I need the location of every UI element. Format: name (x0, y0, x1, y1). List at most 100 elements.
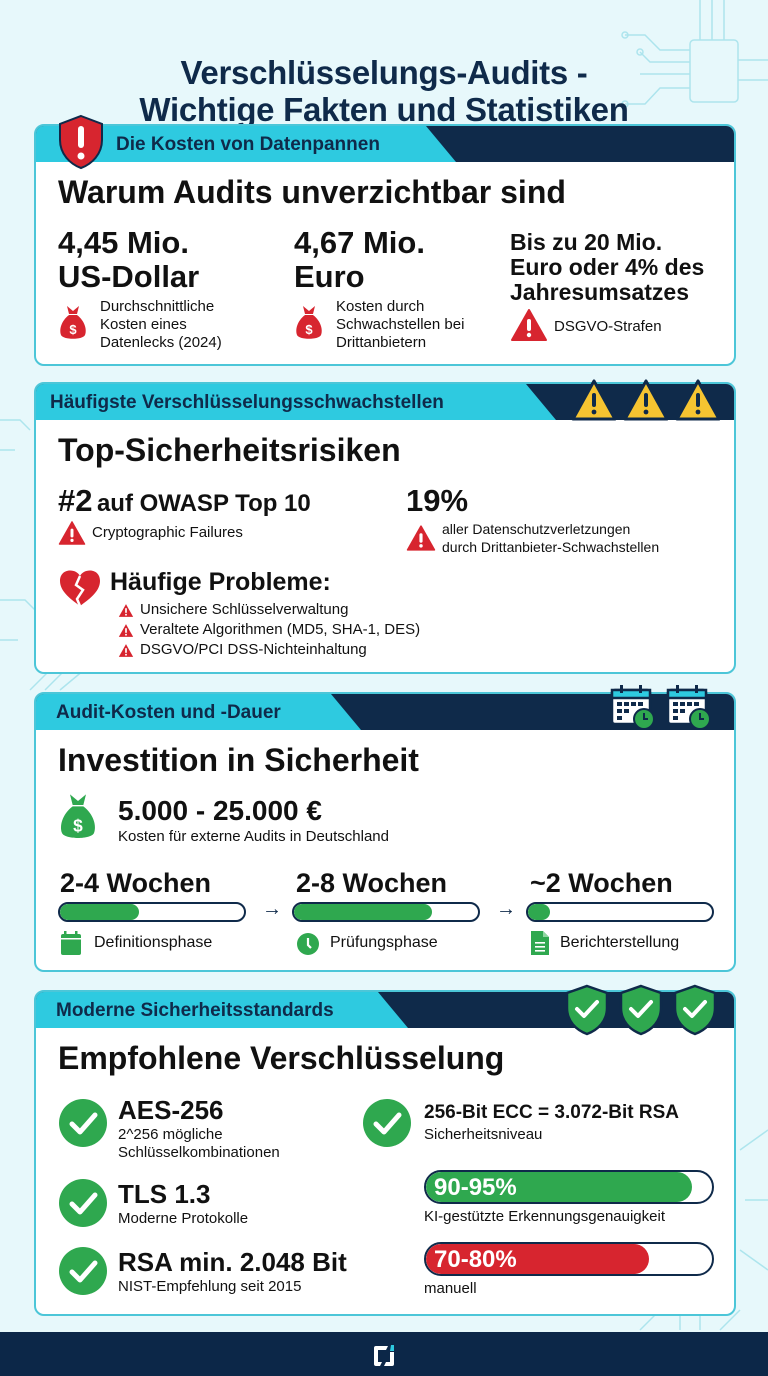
logo-icon (374, 1345, 394, 1366)
manual-accuracy-bar: 70-80% (424, 1242, 714, 1276)
calendar-clock-icons (610, 684, 712, 730)
card-encryption-vulnerabilities: Häufigste Verschlüsselungsschwachstellen… (34, 379, 736, 674)
stat-unit: Euro (294, 259, 365, 294)
standard-description: 2^256 mögliche Schlüsselkombinationen (118, 1126, 280, 1161)
phase-label: Definitionsphase (94, 934, 213, 951)
problem-item: DSGVO/PCI DSS-Nichteinhaltung (118, 640, 420, 660)
card-security-standards: Moderne Sicherheitsstandards Empfohlene … (34, 984, 736, 1316)
standard-title: AES-256 (118, 1095, 224, 1125)
warning-icon (118, 603, 134, 617)
warning-icon (118, 623, 134, 637)
audit-cost-range: 5.000 - 25.000 € (118, 795, 322, 826)
card-data-breach-costs: Die Kosten von Datenpannen Warum Audits … (34, 114, 736, 366)
standard-title: RSA min. 2.048 Bit (118, 1247, 347, 1277)
footer-bar (0, 1332, 768, 1376)
shield-check-icon (673, 984, 717, 1036)
stat-description: DSGVO-Strafen (554, 318, 662, 335)
title-line-2: Wichtige Fakten und Statistiken (139, 91, 629, 128)
arrow-icon: → (262, 898, 282, 920)
money-bag-icon: $ (61, 794, 95, 838)
svg-text:$: $ (305, 322, 313, 337)
card-header: Häufigste Verschlüsselungsschwachstellen (36, 384, 734, 420)
shield-check-icons (564, 984, 718, 1036)
section-heading: Empfohlene Verschlüsselung (58, 1040, 505, 1076)
section-heading: Investition in Sicherheit (58, 742, 419, 778)
warning-triangle-icon (571, 379, 617, 421)
warning-icon (511, 309, 547, 341)
calendar-clock-icon (610, 685, 655, 730)
warning-icon (118, 643, 134, 657)
check-circle-icon (59, 1179, 107, 1227)
card-header: Die Kosten von Datenpannen (36, 126, 734, 162)
stat-value: 4,45 Mio. (58, 225, 189, 260)
phase-duration: 2-8 Wochen (296, 868, 448, 898)
phase-progress-bar (292, 902, 480, 922)
phase-progress-bar (526, 902, 714, 922)
standard-title: TLS 1.3 (118, 1179, 211, 1209)
check-circle-icon (59, 1247, 107, 1295)
manual-accuracy-label: manuell (424, 1280, 477, 1297)
check-circle-icon (363, 1099, 411, 1147)
phase-label: Prüfungsphase (330, 934, 438, 951)
calendar-icon (61, 931, 81, 955)
document-icon (531, 931, 549, 955)
warning-triangles (570, 378, 722, 422)
page-title: Verschlüsselungs-Audits - Wichtige Fakte… (0, 54, 768, 128)
phase-label: Berichterstellung (560, 934, 680, 951)
card-header: Moderne Sicherheitsstandards (36, 992, 734, 1028)
problem-item: Unsichere Schlüsselverwaltung (118, 600, 420, 620)
section-header-label: Audit-Kosten und -Dauer (56, 702, 281, 723)
section-header-label: Häufigste Verschlüsselungsschwachstellen (50, 392, 444, 413)
stat-description: Durchschnittliche Kosten eines Datenleck… (100, 298, 222, 351)
phase-progress-fill (294, 904, 432, 920)
phase-duration: 2-4 Wochen (60, 868, 212, 898)
ecc-description: Sicherheitsniveau (424, 1126, 543, 1143)
phase-progress-fill (528, 904, 551, 920)
svg-text:$: $ (73, 816, 83, 836)
manual-accuracy-value: 70-80% (434, 1246, 517, 1273)
card-audit-costs-duration: Audit-Kosten und -Dauer Investition in S… (34, 685, 736, 972)
title-line-1: Verschlüsselungs-Audits - (180, 54, 588, 91)
phase-duration: ~2 Wochen (530, 868, 673, 898)
shield-check-icon (619, 984, 663, 1036)
stat-value: 4,67 Mio. (294, 225, 425, 260)
money-bag-icon: $ (296, 306, 322, 339)
ai-accuracy-label: KI-gestützte Erkennungsgenauigkeit (424, 1208, 665, 1225)
owasp-description: Cryptographic Failures (92, 524, 243, 541)
stat-value: Bis zu 20 Mio. Euro oder 4% des Jahresum… (510, 229, 705, 305)
problems-title: Häufige Probleme: (110, 568, 331, 596)
section-header-label: Moderne Sicherheitsstandards (56, 1000, 334, 1021)
ai-accuracy-value: 90-95% (434, 1174, 517, 1201)
calendar-clock-icon (666, 685, 711, 730)
problems-list: Unsichere Schlüsselverwaltung Veraltete … (118, 600, 420, 660)
shield-check-icon (565, 984, 609, 1036)
ecc-title: 256-Bit ECC = 3.072-Bit RSA (424, 1102, 679, 1123)
warning-icon (406, 525, 436, 551)
ai-accuracy-bar: 90-95% (424, 1170, 714, 1204)
stat-description: Kosten durch Schwachstellen bei Drittanb… (336, 298, 465, 351)
third-party-percentage: 19% (406, 483, 469, 518)
shield-alert-icon (59, 114, 103, 170)
clock-icon (297, 933, 319, 955)
owasp-stat: #2 auf OWASP Top 10 (58, 484, 311, 517)
standard-description: NIST-Empfehlung seit 2015 (118, 1278, 302, 1295)
svg-text:$: $ (69, 322, 77, 337)
money-bag-icon: $ (60, 306, 86, 339)
section-heading: Warum Audits unverzichtbar sind (58, 174, 566, 210)
warning-triangle-icon (675, 379, 721, 421)
third-party-description: aller Datenschutzverletzungen durch Drit… (442, 521, 660, 555)
audit-cost-description: Kosten für externe Audits in Deutschland (118, 828, 389, 845)
phase-progress-fill (60, 904, 140, 920)
ai-accuracy-fill: 90-95% (426, 1172, 692, 1202)
phase-progress-bar (58, 902, 246, 922)
problem-item: Veraltete Algorithmen (MD5, SHA-1, DES) (118, 620, 420, 640)
broken-heart-icon (60, 570, 100, 607)
standard-description: Moderne Protokolle (118, 1210, 249, 1227)
owasp-rank: #2 (58, 483, 93, 518)
manual-accuracy-fill: 70-80% (426, 1244, 650, 1274)
owasp-label: auf OWASP Top 10 (96, 490, 311, 517)
check-circle-icon (59, 1099, 107, 1147)
arrow-icon: → (496, 898, 516, 920)
warning-icon (58, 521, 86, 545)
section-header-label: Die Kosten von Datenpannen (116, 134, 380, 155)
